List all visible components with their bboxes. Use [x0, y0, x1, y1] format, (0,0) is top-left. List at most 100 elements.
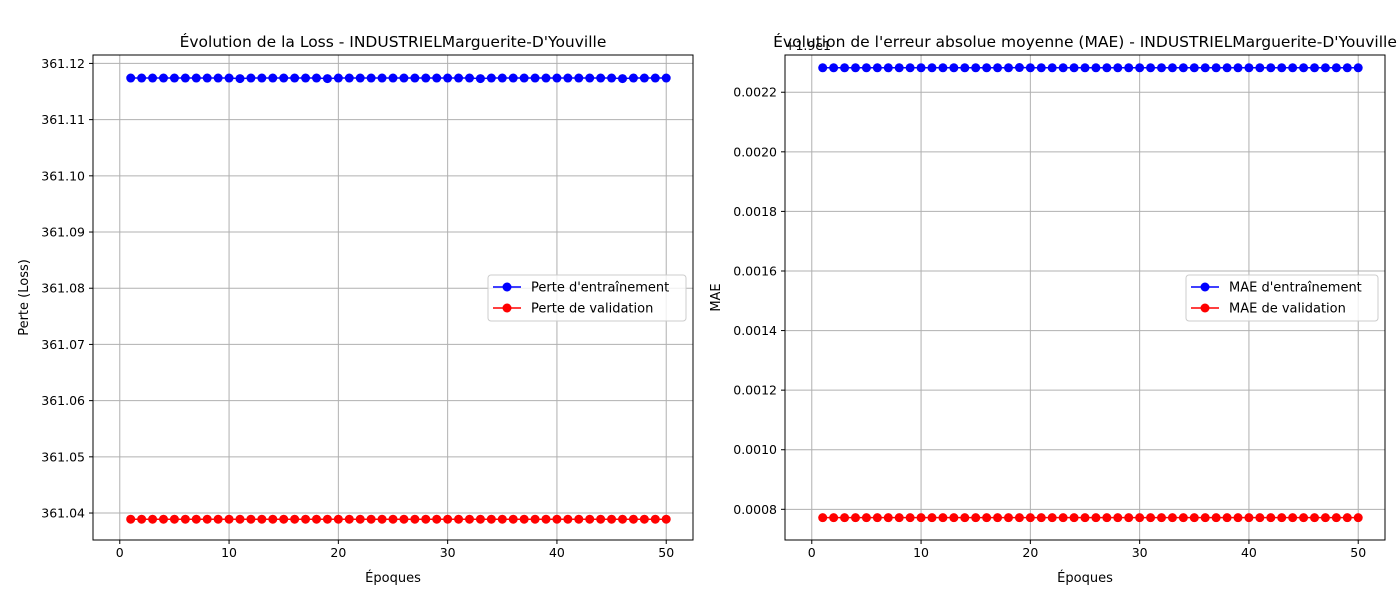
data-point: [1025, 513, 1035, 523]
data-point: [1211, 63, 1221, 73]
data-point: [432, 73, 442, 83]
data-point: [311, 514, 321, 524]
data-point: [1353, 63, 1363, 73]
data-point: [1255, 513, 1265, 523]
x-tick-label: 50: [658, 545, 674, 560]
data-point: [541, 73, 551, 83]
data-point: [1299, 63, 1309, 73]
data-point: [563, 73, 573, 83]
data-point: [1102, 63, 1112, 73]
data-point: [322, 74, 332, 84]
x-tick-label: 20: [1022, 545, 1038, 560]
data-point: [1036, 63, 1046, 73]
data-point: [246, 73, 256, 83]
data-point: [1080, 63, 1090, 73]
data-point: [454, 73, 464, 83]
data-point: [1146, 63, 1156, 73]
data-point: [1211, 513, 1221, 523]
data-point: [421, 73, 431, 83]
data-point: [465, 73, 475, 83]
legend-label: MAE de validation: [1229, 302, 1346, 317]
data-point: [1135, 63, 1145, 73]
data-point: [1014, 513, 1024, 523]
y-tick-label: 361.12: [41, 56, 85, 71]
data-point: [938, 63, 948, 73]
data-point: [1014, 63, 1024, 73]
data-point: [818, 63, 828, 73]
data-point: [344, 73, 354, 83]
data-point: [1331, 63, 1341, 73]
data-point: [585, 514, 595, 524]
data-point: [840, 63, 850, 73]
data-point: [301, 73, 311, 83]
data-point: [1069, 513, 1079, 523]
data-point: [191, 73, 201, 83]
data-point: [650, 514, 660, 524]
y-tick-label: 361.11: [41, 112, 85, 127]
data-point: [1058, 513, 1068, 523]
data-point: [377, 73, 387, 83]
data-point: [268, 514, 278, 524]
data-point: [290, 73, 300, 83]
data-point: [1353, 513, 1363, 523]
data-point: [410, 514, 420, 524]
data-point: [465, 514, 475, 524]
data-point: [639, 73, 649, 83]
data-point: [180, 73, 190, 83]
data-point: [158, 514, 168, 524]
y-tick-label: 0.0020: [733, 144, 777, 159]
y-tick-label: 361.06: [41, 393, 85, 408]
data-point: [607, 514, 617, 524]
data-point: [126, 514, 136, 524]
y-tick-label: 361.05: [41, 449, 85, 464]
data-point: [574, 73, 584, 83]
data-point: [158, 73, 168, 83]
data-point: [333, 514, 343, 524]
data-point: [1058, 63, 1068, 73]
data-point: [1244, 513, 1254, 523]
x-tick-label: 40: [1241, 545, 1257, 560]
data-point: [927, 513, 937, 523]
data-point: [486, 514, 496, 524]
data-point: [333, 73, 343, 83]
data-point: [850, 63, 860, 73]
data-point: [213, 514, 223, 524]
data-point: [1135, 513, 1145, 523]
data-point: [388, 514, 398, 524]
data-point: [1299, 513, 1309, 523]
data-point: [1233, 513, 1243, 523]
data-point: [661, 73, 671, 83]
data-point: [993, 513, 1003, 523]
y-tick-label: 0.0012: [733, 383, 777, 398]
x-tick-label: 0: [808, 545, 816, 560]
data-point: [1124, 63, 1134, 73]
data-point: [894, 63, 904, 73]
y-tick-label: 361.08: [41, 281, 85, 296]
data-point: [257, 514, 267, 524]
data-point: [443, 73, 453, 83]
data-point: [1189, 63, 1199, 73]
data-point: [982, 63, 992, 73]
data-point: [137, 514, 147, 524]
y-tick-label: 361.04: [41, 506, 85, 521]
data-point: [530, 73, 540, 83]
series-1: [126, 73, 671, 84]
data-point: [126, 73, 136, 83]
data-point: [1080, 513, 1090, 523]
data-point: [224, 73, 234, 83]
data-point: [960, 513, 970, 523]
data-point: [818, 513, 828, 523]
data-point: [618, 74, 628, 84]
data-point: [1178, 63, 1188, 73]
data-point: [872, 513, 882, 523]
data-point: [1113, 63, 1123, 73]
data-point: [279, 73, 289, 83]
legend-marker: [502, 282, 512, 292]
legend: MAE d'entraînement MAE de validation: [1185, 274, 1379, 322]
data-point: [596, 514, 606, 524]
legend-marker: [1200, 303, 1210, 313]
data-point: [169, 73, 179, 83]
chart-panel-1: 0 10 20 30 40 50 361.04 361.05 361.06 361.07 361.0…: [17, 32, 694, 586]
data-point: [213, 73, 223, 83]
